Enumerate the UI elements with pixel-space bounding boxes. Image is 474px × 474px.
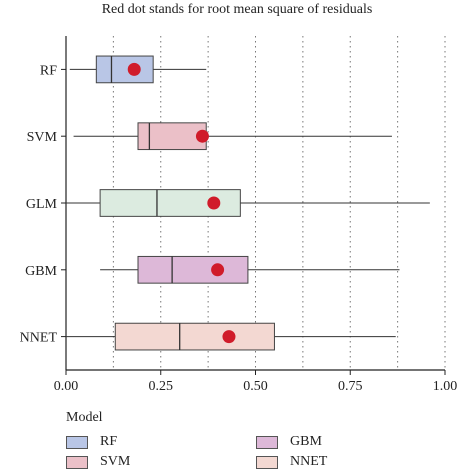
y-tick-label-gbm: GBM [25, 264, 57, 279]
rmse-dot-nnet [222, 330, 236, 344]
box-gbm [137, 255, 249, 284]
rmse-dot-svm [195, 129, 209, 143]
legend-item-svm: SVM [66, 454, 130, 470]
legend-label-svm: SVM [100, 454, 131, 469]
x-tick-label-0: 0.00 [54, 379, 79, 394]
legend-item-gbm: GBM [256, 434, 322, 450]
legend-item-rf: RF [66, 434, 117, 450]
legend-label-nnet: NNET [290, 454, 328, 469]
y-tick-label-svm: SVM [27, 130, 58, 145]
legend-label-rf: RF [100, 434, 118, 449]
boxplot-chart: 0.00 0.25 0.50 0.75 1.00 RF SVM GLM GBM NNET [20, 36, 458, 394]
y-tick-label-nnet: NNET [20, 331, 58, 346]
legend-title: Model [66, 410, 103, 425]
legend-label-gbm: GBM [290, 434, 322, 449]
y-tick-label-rf: RF [40, 63, 57, 78]
box-nnet [114, 322, 275, 351]
rmse-dot-gbm [211, 263, 225, 277]
legend-swatch-nnet [256, 455, 278, 469]
x-tick-label-4: 1.00 [433, 379, 458, 394]
y-tick-label-glm: GLM [26, 197, 58, 212]
legend-item-nnet: NNET [256, 454, 327, 470]
x-tick-label-3: 0.75 [338, 379, 363, 394]
box-rf [95, 55, 154, 84]
rmse-dot-glm [207, 196, 221, 210]
x-tick-label-2: 0.50 [243, 379, 268, 394]
legend-swatch-rf [66, 435, 88, 449]
legend: Model RF SVM GBM NNET [66, 410, 446, 474]
x-tick-label-1: 0.25 [149, 379, 174, 394]
legend-swatch-svm [66, 455, 88, 469]
chart-title: Red dot stands for root mean square of r… [101, 2, 373, 17]
box-glm [99, 189, 241, 217]
rmse-dot-rf [127, 62, 141, 76]
legend-swatch-gbm [256, 435, 278, 449]
